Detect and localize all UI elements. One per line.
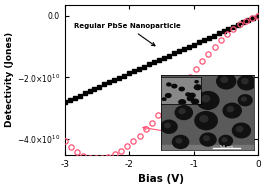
Text: Regular PbSe Nanoparticle: Regular PbSe Nanoparticle [74, 23, 181, 46]
Y-axis label: Detectivity (Jones): Detectivity (Jones) [5, 32, 14, 127]
Text: PbSe Superlattice: PbSe Superlattice [143, 126, 243, 141]
X-axis label: Bias (V): Bias (V) [139, 174, 185, 184]
